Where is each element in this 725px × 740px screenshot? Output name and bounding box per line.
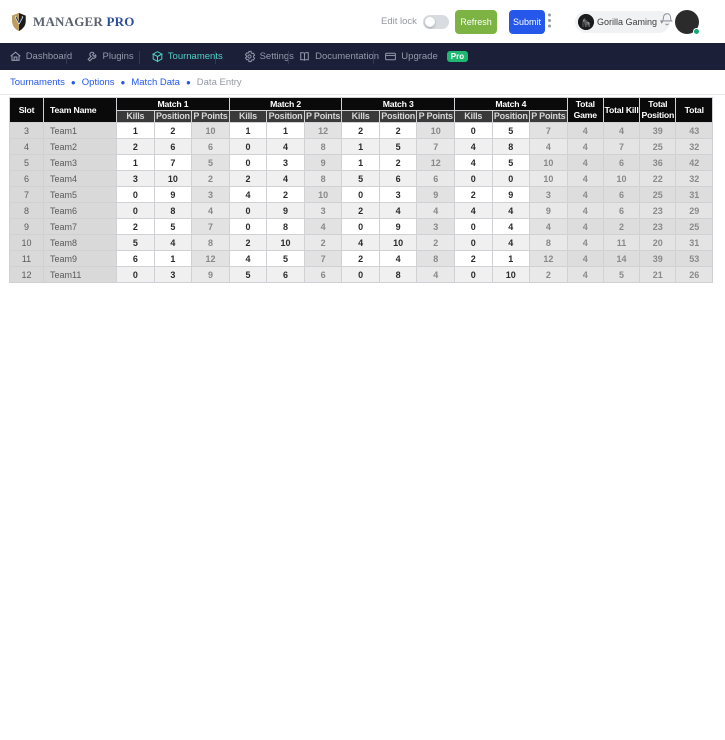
svg-text:🦍: 🦍	[581, 17, 591, 27]
